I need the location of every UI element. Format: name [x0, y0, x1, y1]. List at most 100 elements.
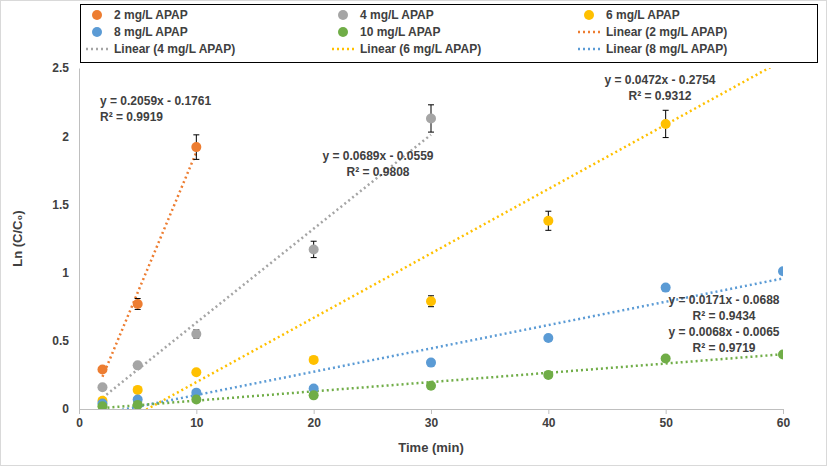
- data-point: [543, 370, 553, 380]
- error-bar-cap: [135, 298, 141, 299]
- legend-symbol: [578, 31, 600, 34]
- trendline-r-squared: R² = 0.9919: [100, 110, 163, 124]
- data-point: [309, 355, 319, 365]
- error-bar-cap: [311, 257, 317, 258]
- y-axis: 0 0.5 1 1.5 2 2.5: [52, 61, 79, 416]
- data-point: [543, 333, 553, 343]
- y-tick: 2.5: [52, 61, 79, 75]
- y-tick: 0.5: [52, 334, 79, 348]
- x-axis-line: [80, 410, 784, 415]
- y-tick-label: 0.5: [52, 334, 69, 348]
- x-tick-label: 20: [307, 416, 321, 430]
- y-axis-title: Ln (C/C₀): [10, 210, 25, 266]
- legend-label: 6 mg/L APAP: [606, 8, 680, 22]
- x-axis: 0 10 20 30 40 50 60: [76, 409, 790, 430]
- data-point: [778, 349, 783, 359]
- y-tick-label: 1.5: [52, 198, 69, 212]
- x-tick-label: 40: [542, 416, 556, 430]
- legend-item: 10 mg/L APAP: [338, 25, 440, 39]
- legend-symbol: [338, 27, 348, 37]
- data-point: [426, 358, 436, 368]
- trendline-equation: y = 0.2059x - 0.1761: [100, 94, 211, 108]
- trendline-r-squared: R² = 0.9719: [692, 341, 755, 355]
- legend-symbol: [332, 48, 354, 51]
- data-point: [191, 142, 201, 152]
- x-tick-label: 0: [76, 416, 83, 430]
- error-bar-cap: [193, 134, 199, 135]
- legend-item: 6 mg/L APAP: [584, 8, 680, 22]
- x-tick-label: 50: [659, 416, 673, 430]
- x-tick-label: 60: [777, 416, 791, 430]
- x-axis-title: Time (min): [398, 440, 464, 455]
- series-points: [97, 349, 783, 409]
- x-tick: 10: [190, 409, 204, 430]
- data-point: [191, 394, 201, 404]
- y-tick: 0: [62, 402, 79, 416]
- legend: 2 mg/L APAP 4 mg/L APAP 6 mg/L APAP 8 mg/L …: [81, 5, 818, 63]
- trendline: [102, 152, 196, 377]
- y-axis-line: [79, 69, 80, 410]
- y-tick: 2: [62, 130, 79, 144]
- legend-symbol: [92, 10, 102, 20]
- error-bar-cap: [545, 211, 551, 212]
- trendline: [102, 68, 783, 409]
- legend-item: Linear (8 mg/L APAP): [578, 42, 727, 56]
- chart-container: 0 10 20 30 40 50 60 0 0.5 1 1.5 2 2.5 Time (min) Ln (C…: [0, 0, 827, 466]
- error-bar-cap: [428, 104, 434, 105]
- data-point: [661, 283, 671, 293]
- chart-svg: 0 10 20 30 40 50 60 0 0.5 1 1.5 2 2.5 Time (min) Ln (C…: [0, 0, 827, 466]
- legend-symbol: [338, 10, 348, 20]
- data-point: [778, 266, 783, 276]
- legend-symbol: [92, 27, 102, 37]
- legend-label: Linear (6 mg/L APAP): [360, 42, 481, 56]
- legend-symbol: [86, 48, 108, 51]
- trendline-r-squared: R² = 0.9434: [692, 309, 755, 323]
- error-bar-cap: [311, 241, 317, 242]
- data-point: [426, 296, 436, 306]
- error-bar-cap: [428, 132, 434, 133]
- legend-item: 4 mg/L APAP: [338, 8, 434, 22]
- y-tick-label: 0: [62, 402, 69, 416]
- trendline: [102, 135, 431, 398]
- data-point: [191, 329, 201, 339]
- error-bar-cap: [545, 230, 551, 231]
- data-point: [97, 364, 107, 374]
- legend-item: 2 mg/L APAP: [92, 8, 188, 22]
- legend-item: Linear (6 mg/L APAP): [332, 42, 481, 56]
- trendline-r-squared: R² = 0.9808: [346, 165, 409, 179]
- x-tick-label: 30: [425, 416, 439, 430]
- y-tick-label: 1: [62, 266, 69, 280]
- x-tick-mark: [196, 409, 197, 414]
- y-tick-label: 2: [62, 130, 69, 144]
- series-points: [97, 266, 783, 408]
- legend-symbol: [578, 48, 600, 51]
- error-bar-cap: [135, 309, 141, 310]
- x-tick: 30: [425, 409, 439, 430]
- legend-item: Linear (4 mg/L APAP): [86, 42, 235, 56]
- data-point: [426, 381, 436, 391]
- trendline-r-squared: R² = 0.9312: [628, 89, 691, 103]
- data-point: [309, 244, 319, 254]
- data-point: [97, 401, 107, 409]
- series-points: [97, 105, 436, 392]
- data-point: [133, 299, 143, 309]
- legend-item: Linear (2 mg/L APAP): [578, 25, 727, 39]
- error-bar-cap: [428, 306, 434, 307]
- trendline: [102, 354, 783, 408]
- legend-label: 10 mg/L APAP: [360, 25, 440, 39]
- x-tick-mark: [431, 409, 432, 414]
- data-point: [309, 390, 319, 400]
- data-point: [191, 367, 201, 377]
- x-tick: 60: [777, 409, 791, 430]
- data-point: [97, 382, 107, 392]
- series-points: [97, 110, 670, 406]
- y-tick-label: 2.5: [52, 61, 69, 75]
- trendline-equation: y = 0.0068x - 0.0065: [668, 325, 779, 339]
- plot-area: [97, 68, 783, 409]
- data-point: [133, 400, 143, 409]
- data-point: [661, 119, 671, 129]
- legend-label: Linear (8 mg/L APAP): [606, 42, 727, 56]
- error-bar-cap: [663, 137, 669, 138]
- x-tick: 40: [542, 409, 556, 430]
- legend-label: 8 mg/L APAP: [114, 25, 188, 39]
